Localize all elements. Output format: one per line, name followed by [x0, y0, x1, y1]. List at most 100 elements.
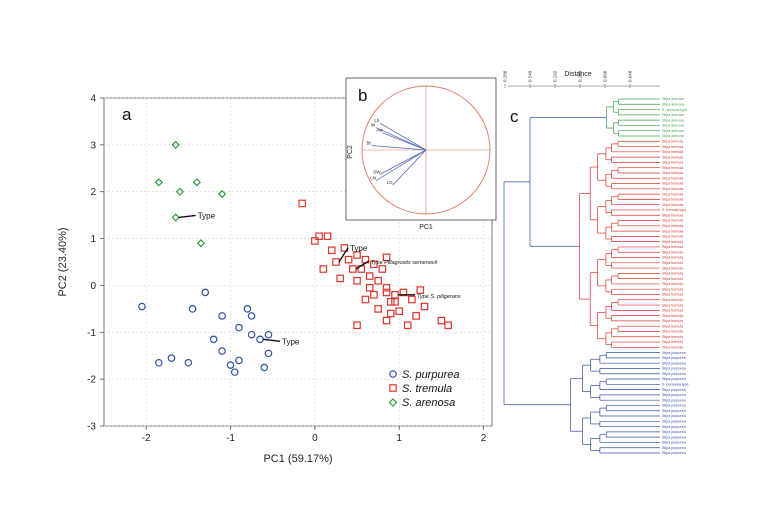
vector-label: LN	[370, 176, 376, 181]
leaf-label: Stipa purpurea	[662, 451, 686, 455]
y-tick-label: -3	[87, 422, 96, 433]
leaf-label: Stipa tremula	[662, 145, 683, 149]
leaf-label: Stipa tremula	[662, 166, 683, 170]
leaf-label: Stipa tremula	[662, 287, 683, 291]
point-purpurea	[264, 330, 273, 339]
inset-frame	[345, 77, 497, 221]
leaf-label: Stipa tremula	[662, 150, 683, 154]
point-tremula	[319, 265, 328, 273]
point-purpurea	[243, 305, 252, 313]
point-tremula	[408, 295, 416, 304]
leaf-label: Stipa purpurea	[662, 435, 686, 439]
leaf-label: Stipa purpurea	[662, 425, 686, 429]
leaf-label: Stipa tremula	[662, 330, 683, 334]
loading-vector	[382, 132, 427, 151]
point-tremula	[386, 309, 395, 318]
leaf-label: Stipa tremula	[662, 198, 683, 202]
grid-lines	[104, 97, 492, 427]
leaf-label: Stipa arenosa	[662, 97, 684, 101]
annotation-label: Type	[198, 211, 216, 220]
x-tick-label: -1	[226, 433, 235, 444]
loading-vector	[379, 122, 427, 151]
point-tremula	[412, 312, 420, 320]
leaf-label: Stipa arenosa	[662, 102, 684, 106]
point-tremula	[327, 246, 336, 255]
point-tremula	[386, 298, 395, 306]
loading-vector	[392, 149, 427, 186]
point-tremula	[399, 288, 408, 297]
leaf-label: Stipa tremula	[662, 335, 683, 339]
y-tick-label: -2	[87, 375, 96, 386]
leaf-label: Stipa tremula	[662, 324, 683, 328]
point-tremula	[365, 283, 374, 292]
axis-ticks: -2 -1 0 1 2 -3 -2 -1 0 1 2 3 4	[87, 94, 487, 445]
distance-tick-label: 0.144	[578, 70, 583, 82]
leaf-label: Stipa tremula	[662, 161, 683, 165]
point-tremula	[315, 232, 323, 241]
leaf-label: S. purpurea type	[662, 383, 689, 387]
vector-label: LG	[387, 180, 394, 185]
leaf-label: Stipa tremula	[662, 282, 683, 286]
loading-vectors: WLh Aw Bt SW LN LG	[366, 118, 427, 186]
leaf-label: Stipa arenosa	[662, 129, 684, 133]
leaf-label: Stipa purpurea	[662, 367, 686, 371]
y-axis-label: PC2 (23.40%)	[57, 227, 69, 296]
leaf-label: Stipa tremula	[662, 155, 683, 159]
point-tremula	[420, 302, 429, 311]
leaf-label: Stipa tremula	[662, 219, 683, 223]
annotation-arrow	[262, 338, 281, 343]
leaf-label: Stipa tremula	[662, 261, 683, 265]
annotation-arrow	[178, 214, 196, 219]
leaf-label: Stipa purpurea	[662, 377, 686, 381]
inset-x-label: PC1	[419, 224, 433, 231]
y-tick-label: 0	[90, 281, 96, 292]
vector-label: Bt	[366, 141, 371, 146]
x-tick-label: -2	[142, 433, 151, 444]
leaf-label: Stipa purpurea	[662, 404, 686, 408]
point-purpurea	[235, 356, 243, 365]
type-annotations: Type Type Type Type Plilagrostis semenovii T…	[178, 211, 461, 346]
leaf-label: Stipa purpurea	[662, 430, 686, 434]
annotation-label: Type	[350, 244, 368, 253]
point-arenosa	[217, 189, 227, 199]
point-purpurea	[188, 305, 197, 313]
inset-y-label: PC2	[347, 145, 354, 159]
legend-label-purpurea: S. purpurea	[402, 369, 459, 381]
point-tremula	[353, 276, 361, 285]
annotation-arrow	[355, 260, 370, 270]
panel-letter-c: c	[510, 107, 519, 126]
vector-label: W	[371, 123, 376, 128]
vector-label: Lh	[374, 118, 380, 123]
point-tremula	[336, 274, 344, 283]
y-tick-label: -1	[87, 328, 96, 339]
leaf-label: Stipa tremula	[662, 340, 683, 344]
y-tick-label: 3	[90, 140, 96, 151]
point-tremula	[370, 260, 378, 269]
leaf-label: Stipa tremula	[662, 277, 683, 281]
distance-tick-label: 0.192	[553, 70, 558, 82]
leaf-label: S. arenosa type	[662, 108, 687, 112]
point-tremula	[370, 291, 378, 299]
distance-title: Distance	[564, 71, 591, 78]
y-tick-label: 4	[90, 94, 96, 105]
leaf-label: Stipa arenosa	[662, 124, 684, 128]
leaf-label: Stipa tremula	[662, 245, 683, 249]
leaf-label: Stipa tremula	[662, 182, 683, 186]
point-purpurea	[235, 323, 243, 332]
y-tick-label: 2	[90, 187, 96, 198]
leaf-label: Stipa tremula	[662, 250, 683, 254]
loading-vector	[375, 149, 427, 182]
leaf-label: Stipa tremula	[662, 346, 683, 350]
point-tremula	[437, 316, 446, 325]
leaf-label: Stipa purpurea	[662, 419, 686, 423]
leaf-label: Stipa tremula	[662, 229, 683, 233]
distance-tick-label: 0.288	[503, 70, 508, 82]
point-tremula	[382, 283, 391, 292]
point-purpurea	[155, 358, 163, 367]
legend-label-arenosa: S. arenosa	[402, 397, 455, 409]
y-tick-label: 1	[90, 234, 96, 245]
leaf-label: Stipa tremula	[662, 235, 683, 239]
annotation-label: Type	[282, 337, 300, 346]
point-tremula	[444, 321, 452, 330]
